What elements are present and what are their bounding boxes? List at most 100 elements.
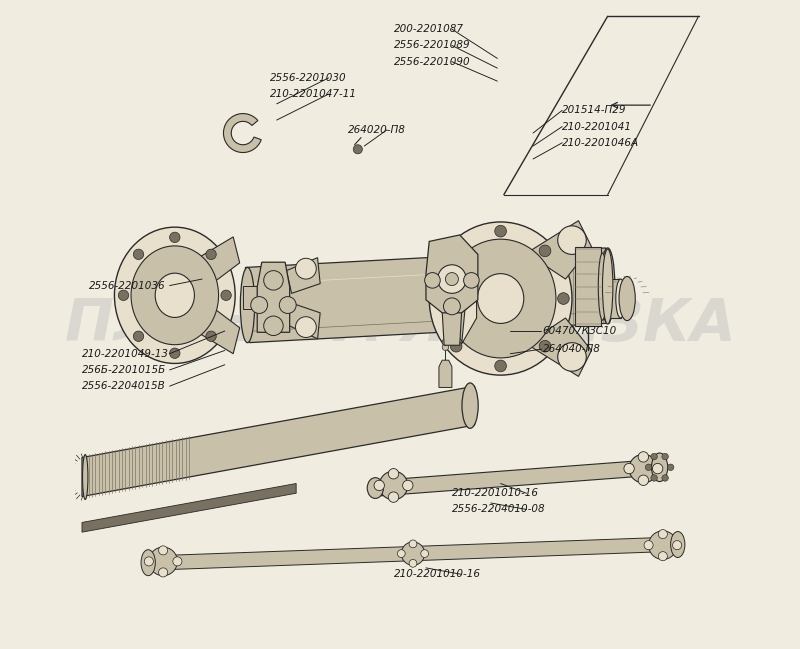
Text: ПЛАНЕТА ЖЕЛЕЗКА: ПЛАНЕТА ЖЕЛЕЗКА: [65, 296, 735, 353]
Ellipse shape: [114, 227, 235, 363]
Circle shape: [450, 245, 462, 257]
Circle shape: [638, 475, 649, 485]
Circle shape: [398, 550, 405, 557]
Polygon shape: [426, 235, 478, 313]
Circle shape: [651, 474, 658, 481]
Circle shape: [374, 480, 385, 491]
Circle shape: [653, 463, 663, 474]
Text: 604707КЗС10: 604707КЗС10: [542, 326, 617, 336]
Circle shape: [539, 245, 551, 257]
Polygon shape: [143, 537, 682, 570]
Text: 210-2201041: 210-2201041: [562, 121, 632, 132]
Circle shape: [442, 339, 449, 345]
Text: 2556-2204010-08: 2556-2204010-08: [452, 504, 546, 515]
Circle shape: [158, 568, 168, 577]
Circle shape: [409, 559, 417, 567]
Circle shape: [354, 145, 362, 154]
Text: 201514-П29: 201514-П29: [562, 105, 626, 116]
Circle shape: [402, 480, 413, 491]
Polygon shape: [462, 250, 477, 287]
Text: 2556-2201036: 2556-2201036: [89, 280, 165, 291]
Circle shape: [149, 547, 178, 576]
Circle shape: [295, 317, 316, 337]
Text: 2556-2201090: 2556-2201090: [394, 56, 470, 67]
Circle shape: [662, 454, 668, 460]
Circle shape: [464, 273, 479, 288]
Circle shape: [134, 249, 144, 260]
Polygon shape: [526, 318, 591, 376]
Circle shape: [658, 530, 667, 539]
Circle shape: [494, 225, 506, 237]
Circle shape: [264, 316, 283, 336]
Ellipse shape: [82, 454, 88, 500]
Circle shape: [662, 474, 668, 481]
Polygon shape: [439, 360, 452, 387]
Polygon shape: [223, 114, 262, 153]
Polygon shape: [286, 303, 320, 339]
Circle shape: [438, 265, 466, 293]
Circle shape: [443, 298, 460, 315]
Circle shape: [442, 344, 449, 350]
Ellipse shape: [131, 246, 218, 345]
Polygon shape: [258, 262, 290, 332]
Circle shape: [206, 249, 216, 260]
Circle shape: [649, 531, 677, 559]
Polygon shape: [82, 484, 296, 532]
Text: 2556-2201089: 2556-2201089: [394, 40, 470, 51]
Text: 200-2201087: 200-2201087: [394, 24, 463, 34]
Circle shape: [402, 542, 425, 565]
Ellipse shape: [430, 222, 572, 375]
Ellipse shape: [462, 383, 478, 428]
Text: 2556-2201030: 2556-2201030: [270, 73, 347, 83]
Ellipse shape: [446, 239, 556, 358]
Circle shape: [539, 340, 551, 352]
Circle shape: [409, 540, 417, 548]
Circle shape: [388, 469, 398, 479]
Ellipse shape: [616, 279, 626, 318]
Ellipse shape: [367, 478, 383, 498]
Ellipse shape: [602, 249, 613, 324]
Text: 210-2201046А: 210-2201046А: [562, 138, 639, 148]
Polygon shape: [201, 308, 240, 354]
Circle shape: [170, 348, 180, 358]
Circle shape: [264, 271, 283, 290]
Circle shape: [658, 552, 667, 561]
Circle shape: [494, 360, 506, 372]
Circle shape: [250, 297, 268, 313]
Text: 210-2201047-11: 210-2201047-11: [270, 89, 357, 99]
Circle shape: [667, 464, 674, 471]
Circle shape: [173, 557, 182, 566]
Circle shape: [388, 492, 398, 502]
Circle shape: [206, 331, 216, 341]
Polygon shape: [243, 286, 258, 309]
Polygon shape: [575, 247, 601, 326]
Ellipse shape: [478, 274, 524, 323]
Circle shape: [425, 273, 440, 288]
Circle shape: [558, 343, 586, 371]
Circle shape: [170, 232, 180, 243]
Circle shape: [144, 557, 154, 566]
Polygon shape: [442, 312, 462, 345]
Text: 256Б-2201015Б: 256Б-2201015Б: [82, 365, 166, 375]
Circle shape: [558, 293, 570, 304]
Polygon shape: [462, 299, 477, 344]
Circle shape: [158, 546, 168, 555]
Circle shape: [118, 290, 129, 300]
Polygon shape: [380, 459, 657, 496]
Circle shape: [295, 258, 316, 279]
Ellipse shape: [651, 453, 668, 482]
Circle shape: [279, 297, 296, 313]
Circle shape: [450, 340, 462, 352]
Polygon shape: [286, 258, 320, 293]
Polygon shape: [201, 237, 240, 282]
Circle shape: [558, 226, 586, 254]
Circle shape: [673, 541, 682, 550]
Text: 264040-П8: 264040-П8: [542, 344, 601, 354]
Circle shape: [629, 454, 658, 483]
Ellipse shape: [155, 273, 194, 317]
Text: 264020-П8: 264020-П8: [348, 125, 406, 135]
Polygon shape: [82, 386, 474, 496]
Circle shape: [446, 273, 458, 286]
Circle shape: [644, 541, 653, 550]
Circle shape: [646, 464, 652, 471]
